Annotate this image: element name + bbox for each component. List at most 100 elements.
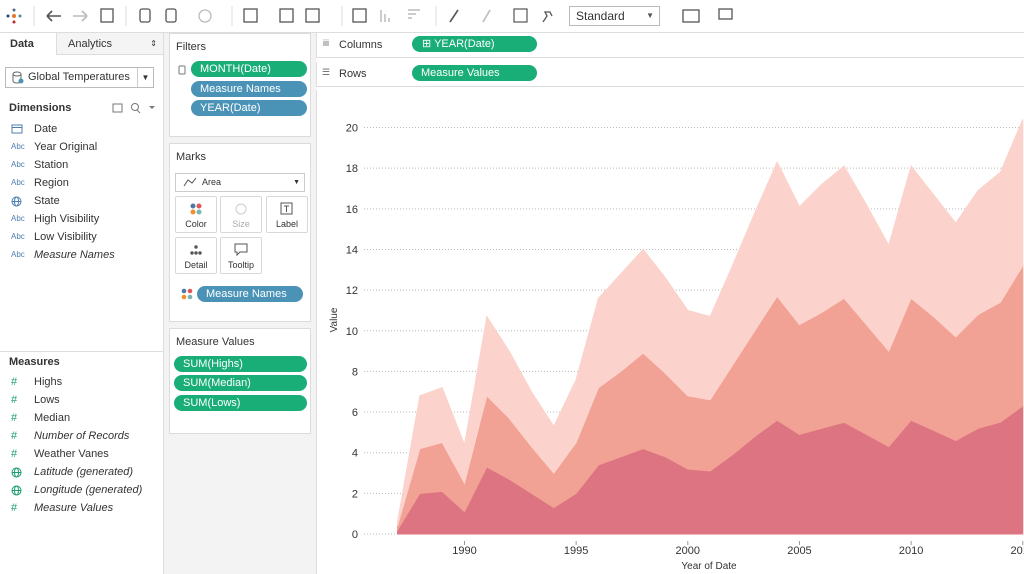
filter-pill[interactable]: YEAR(Date) bbox=[191, 100, 307, 116]
sort-asc[interactable] bbox=[380, 10, 390, 22]
x-tick-label: 2005 bbox=[787, 545, 811, 557]
measure-pill[interactable]: SUM(Lows) bbox=[174, 395, 307, 411]
dimension-field[interactable]: Date bbox=[0, 120, 160, 138]
undo-button[interactable] bbox=[46, 10, 61, 22]
data-tab[interactable]: Data bbox=[0, 33, 56, 55]
y-tick-label: 16 bbox=[346, 204, 358, 216]
area-series bbox=[396, 119, 1024, 527]
type-icon: Abc bbox=[11, 232, 25, 241]
button-label: Detail bbox=[184, 260, 208, 270]
measure-field[interactable]: # Measure Values bbox=[0, 499, 160, 517]
new-sheet[interactable] bbox=[243, 8, 258, 23]
detail-button[interactable]: Detail bbox=[175, 237, 217, 274]
x-tick-label: 2000 bbox=[676, 545, 700, 557]
type-icon: # bbox=[11, 502, 18, 514]
measure-field[interactable]: Longitude (generated) bbox=[0, 481, 160, 499]
labels-toggle[interactable] bbox=[513, 8, 528, 23]
field-label: Measure Values bbox=[34, 502, 114, 514]
field-label: Median bbox=[34, 412, 71, 424]
highlight[interactable] bbox=[449, 9, 459, 23]
measure-field[interactable]: # Weather Vanes bbox=[0, 445, 160, 463]
measure-pill[interactable]: SUM(Median) bbox=[174, 375, 307, 391]
detail-icon bbox=[190, 245, 202, 255]
date-icon bbox=[11, 124, 23, 134]
type-icon: # bbox=[11, 412, 18, 424]
measure-field[interactable]: # Number of Records bbox=[0, 427, 160, 445]
marks-card: Marks Area ▼ Color Size Label Detail Too… bbox=[169, 143, 311, 322]
measure-values-card: Measure Values SUM(Highs) SUM(Median) SU… bbox=[169, 328, 311, 434]
new-data-source[interactable] bbox=[139, 8, 151, 23]
tab-arrow: ⇕ bbox=[150, 39, 157, 48]
dimension-field[interactable]: Abc Measure Names bbox=[0, 246, 160, 264]
presentation-mode[interactable] bbox=[718, 8, 733, 20]
database-icon bbox=[12, 71, 24, 84]
dimension-field[interactable]: Abc High Visibility bbox=[0, 210, 160, 228]
data-source-select[interactable]: Global Temperatures ▼ bbox=[5, 67, 154, 88]
measure-field[interactable]: # Highs bbox=[0, 373, 160, 391]
filter-pill[interactable]: Measure Names bbox=[191, 81, 307, 97]
group[interactable] bbox=[482, 9, 491, 23]
clear-sheet[interactable] bbox=[305, 8, 320, 23]
y-tick-label: 0 bbox=[352, 529, 358, 541]
measure-field[interactable]: Latitude (generated) bbox=[0, 463, 160, 481]
swap[interactable] bbox=[352, 8, 367, 23]
dimension-field[interactable]: Abc Region bbox=[0, 174, 160, 192]
x-tick-label: 1995 bbox=[564, 545, 588, 557]
button-label: Label bbox=[275, 219, 299, 229]
analytics-tab[interactable]: Analytics ⇕ bbox=[56, 33, 163, 55]
y-axis-title: Value bbox=[329, 307, 340, 332]
field-label: Highs bbox=[34, 376, 63, 388]
field-label: Station bbox=[34, 159, 69, 171]
y-tick-label: 14 bbox=[346, 244, 358, 256]
show-me[interactable] bbox=[682, 9, 700, 23]
tooltip-button[interactable]: Tooltip bbox=[220, 237, 262, 274]
geo-icon bbox=[11, 196, 22, 207]
label-button[interactable]: Label bbox=[266, 196, 308, 233]
geo-icon bbox=[11, 467, 22, 478]
dimension-field[interactable]: Abc Low Visibility bbox=[0, 228, 160, 246]
field-label: Longitude (generated) bbox=[34, 484, 143, 496]
redo-button[interactable] bbox=[73, 10, 88, 22]
size-button[interactable]: Size bbox=[220, 196, 262, 233]
rows-pill[interactable]: Measure Values bbox=[412, 65, 537, 81]
sort-desc[interactable] bbox=[408, 9, 420, 19]
measure-pill[interactable]: SUM(Highs) bbox=[174, 356, 307, 372]
fix-axes[interactable] bbox=[542, 11, 553, 23]
dropdown-arrow: ▼ bbox=[137, 68, 153, 87]
section-title: Measures bbox=[9, 356, 60, 368]
toolbar: Standard ▼ bbox=[0, 0, 1024, 33]
dimension-field[interactable]: Abc Year Original bbox=[0, 138, 160, 156]
filters-card: Filters MONTH(Date) Measure Names YEAR(D… bbox=[169, 33, 311, 137]
measure-field[interactable]: # Median bbox=[0, 409, 160, 427]
save-button[interactable] bbox=[100, 8, 114, 23]
refresh[interactable] bbox=[198, 9, 212, 23]
columns-pill[interactable]: ⊞ YEAR(Date) bbox=[412, 36, 537, 52]
field-label: Lows bbox=[34, 394, 60, 406]
color-icon bbox=[190, 203, 202, 215]
y-tick-label: 8 bbox=[352, 366, 358, 378]
dimension-field[interactable]: Abc Station bbox=[0, 156, 160, 174]
type-icon: Abc bbox=[11, 214, 25, 223]
marks-pill[interactable]: Measure Names bbox=[197, 286, 303, 302]
color-button[interactable]: Color bbox=[175, 196, 217, 233]
field-label: Measure Names bbox=[34, 249, 115, 261]
view-size-dropdown[interactable]: Standard ▼ bbox=[569, 6, 660, 26]
shelf-icon: iii bbox=[323, 38, 329, 48]
x-tick-label: 1990 bbox=[452, 545, 476, 557]
shelf-label: Columns bbox=[339, 39, 383, 51]
mark-type-dropdown[interactable]: Area ▼ bbox=[175, 173, 305, 192]
dimension-field[interactable]: State bbox=[0, 192, 160, 210]
button-label: Size bbox=[232, 219, 250, 229]
duplicate-sheet[interactable] bbox=[279, 8, 294, 23]
card-title: Marks bbox=[176, 151, 206, 163]
tableau-logo bbox=[6, 8, 22, 24]
measure-field[interactable]: # Lows bbox=[0, 391, 160, 409]
x-tick-label: 2015 bbox=[1011, 545, 1024, 557]
field-label: High Visibility bbox=[34, 213, 100, 225]
type-icon: # bbox=[11, 430, 18, 442]
pause-updates[interactable] bbox=[165, 8, 177, 23]
pane-tools[interactable] bbox=[112, 102, 160, 114]
color-encoding-icon bbox=[181, 288, 193, 300]
filter-pill[interactable]: MONTH(Date) bbox=[191, 61, 307, 77]
field-label: Latitude (generated) bbox=[34, 466, 134, 478]
